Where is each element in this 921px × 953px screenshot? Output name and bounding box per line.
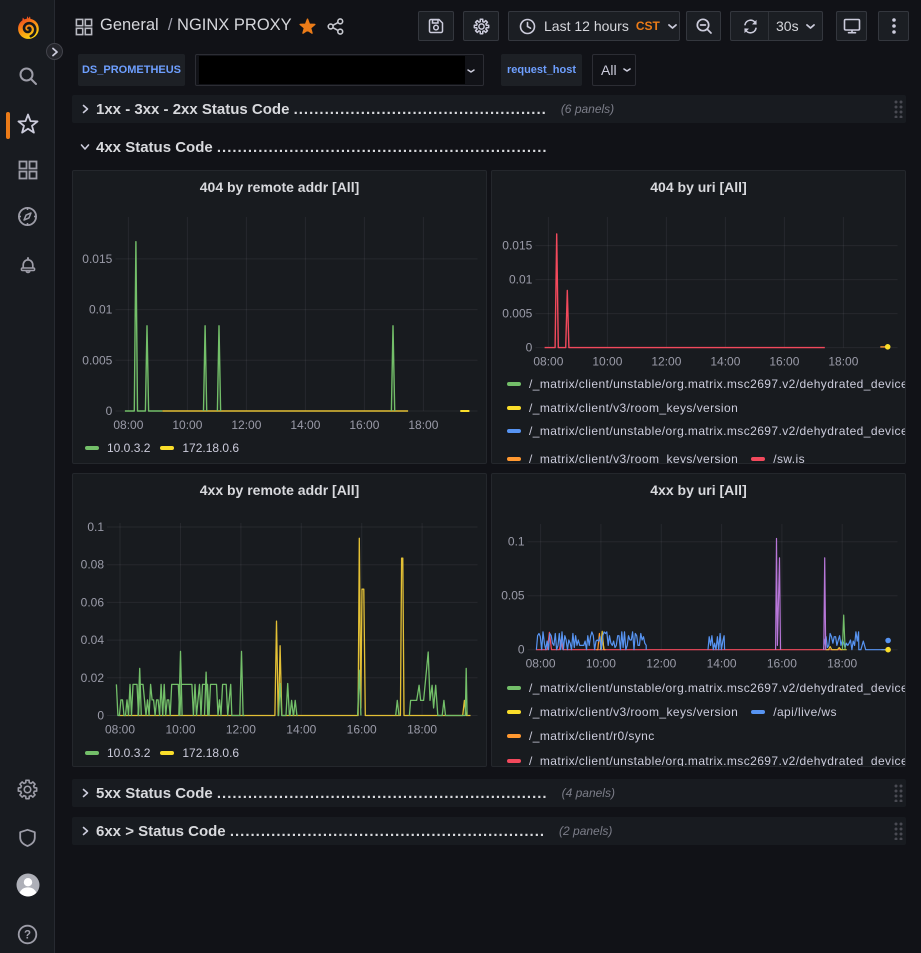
svg-text:16:00: 16:00 <box>349 418 379 432</box>
svg-text:0: 0 <box>518 643 525 657</box>
svg-text:0.02: 0.02 <box>81 671 105 685</box>
svg-text:0: 0 <box>106 404 113 418</box>
svg-text:12:00: 12:00 <box>646 657 676 671</box>
svg-text:0.005: 0.005 <box>82 353 112 367</box>
svg-text:0.005: 0.005 <box>502 307 532 321</box>
svg-text:0.04: 0.04 <box>81 633 105 647</box>
svg-text:14:00: 14:00 <box>707 657 737 671</box>
svg-text:0.1: 0.1 <box>87 520 104 534</box>
svg-text:0.06: 0.06 <box>81 595 105 609</box>
svg-text:18:00: 18:00 <box>408 418 438 432</box>
svg-text:0.1: 0.1 <box>508 535 525 549</box>
svg-text:0: 0 <box>97 709 104 723</box>
svg-text:18:00: 18:00 <box>828 355 858 369</box>
svg-text:0.01: 0.01 <box>509 273 533 287</box>
svg-text:12:00: 12:00 <box>226 723 256 737</box>
svg-text:08:00: 08:00 <box>113 418 143 432</box>
svg-text:10:00: 10:00 <box>165 723 195 737</box>
svg-text:14:00: 14:00 <box>286 723 316 737</box>
svg-text:10:00: 10:00 <box>592 355 622 369</box>
svg-text:0.01: 0.01 <box>89 303 113 317</box>
svg-text:10:00: 10:00 <box>172 418 202 432</box>
svg-text:14:00: 14:00 <box>290 418 320 432</box>
svg-text:08:00: 08:00 <box>526 657 556 671</box>
svg-text:16:00: 16:00 <box>769 355 799 369</box>
svg-text:08:00: 08:00 <box>533 355 563 369</box>
svg-text:16:00: 16:00 <box>767 657 797 671</box>
svg-text:12:00: 12:00 <box>231 418 261 432</box>
svg-text:0.015: 0.015 <box>502 239 532 253</box>
svg-text:12:00: 12:00 <box>651 355 681 369</box>
svg-text:0.08: 0.08 <box>81 558 105 572</box>
svg-text:18:00: 18:00 <box>827 657 857 671</box>
svg-text:18:00: 18:00 <box>407 723 437 737</box>
svg-text:0.05: 0.05 <box>501 589 525 603</box>
svg-text:08:00: 08:00 <box>105 723 135 737</box>
svg-text:14:00: 14:00 <box>710 355 740 369</box>
svg-text:10:00: 10:00 <box>586 657 616 671</box>
svg-text:0.015: 0.015 <box>82 252 112 266</box>
svg-text:16:00: 16:00 <box>347 723 377 737</box>
svg-text:0: 0 <box>526 341 533 355</box>
svg-text:?: ? <box>24 930 31 942</box>
